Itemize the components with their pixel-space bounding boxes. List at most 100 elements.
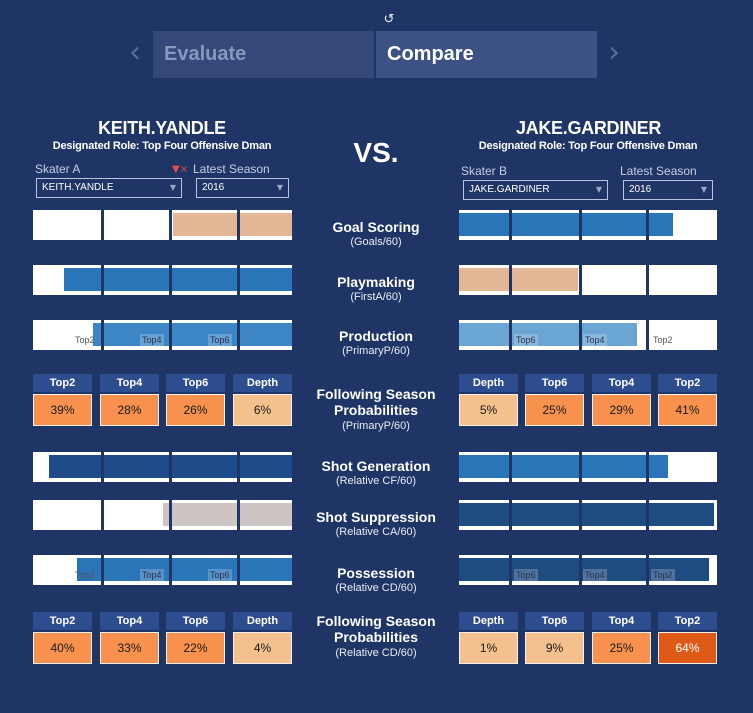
threshold-marker	[101, 320, 104, 350]
metric-subtitle: (Relative CD/60)	[335, 582, 417, 594]
threshold-marker	[101, 265, 104, 295]
prob-header: Depth	[233, 612, 292, 630]
prob-cell: 6%	[233, 394, 292, 426]
season-a-select[interactable]: 2016 ▼	[196, 178, 289, 198]
skater-a-label: Skater A	[35, 162, 81, 176]
right-bar-fill	[459, 455, 668, 478]
left-metric-bar: Top2 Top4 Top6	[33, 555, 292, 585]
prob-header: Top4	[100, 374, 159, 392]
metric-title: Goal Scoring	[332, 219, 420, 235]
skater-b-select[interactable]: JAKE.GARDINER ▼	[463, 180, 608, 200]
left-bar-fill	[93, 323, 292, 346]
left-bar-fill	[64, 268, 292, 291]
metric-subtitle: (PrimaryP/60)	[342, 345, 410, 357]
right-bar-fill	[459, 213, 673, 236]
tier-tick-label: Top4	[140, 569, 164, 581]
filter-clear-icon[interactable]: ▼×	[172, 164, 189, 175]
prob-header: Depth	[233, 374, 292, 392]
threshold-marker	[646, 265, 649, 295]
prob-header: Top4	[592, 374, 651, 392]
right-metric-bar	[459, 500, 717, 530]
threshold-marker	[646, 452, 649, 482]
threshold-marker	[646, 555, 649, 585]
tier-tick-label: Top6	[514, 334, 538, 346]
threshold-marker	[579, 500, 582, 530]
threshold-marker	[646, 320, 649, 350]
right-bar-fill	[459, 323, 637, 346]
chevron-left-icon[interactable]: ‹	[129, 35, 141, 70]
skater-b-value: JAKE.GARDINER	[469, 184, 550, 195]
right-metric-bar	[459, 210, 717, 240]
tier-tick-label: Top4	[583, 569, 607, 581]
left-metric-bar	[33, 265, 292, 295]
skater-b-label: Skater B	[461, 164, 508, 178]
prob-header: Top2	[658, 612, 717, 630]
tier-tick-label: Top6	[514, 569, 538, 581]
tier-tick-label: Top4	[583, 334, 607, 346]
threshold-marker	[169, 500, 172, 530]
threshold-marker	[237, 265, 240, 295]
player-b-role: Designated Role: Top Four Offensive Dman	[478, 140, 698, 152]
skater-a-value: KEITH.YANDLE	[42, 182, 114, 193]
chevron-right-icon[interactable]: ›	[608, 35, 620, 70]
tier-tick-label: Top2	[651, 569, 675, 581]
prob-header: Top6	[166, 374, 225, 392]
left-metric-bar	[33, 210, 292, 240]
tab-evaluate[interactable]: Evaluate	[153, 31, 374, 78]
threshold-marker	[509, 265, 512, 295]
threshold-marker	[509, 320, 512, 350]
right-metric-bar: Top6 Top4 Top2	[459, 320, 717, 350]
metric-title: Shot Generation	[321, 458, 431, 474]
threshold-marker	[509, 500, 512, 530]
prob-cell: 29%	[592, 394, 651, 426]
left-metric-bar	[33, 500, 292, 530]
prob-header: Top4	[592, 612, 651, 630]
left-metric-bar	[33, 452, 292, 482]
prob-cell: 39%	[33, 394, 92, 426]
metric-subtitle: (Relative CF/60)	[335, 475, 417, 487]
skater-a-select[interactable]: KEITH.YANDLE ▼	[36, 178, 182, 198]
prob-header: Top2	[33, 612, 92, 630]
left-bar-fill	[163, 503, 292, 526]
threshold-marker	[579, 452, 582, 482]
threshold-marker	[646, 500, 649, 530]
chevron-down-icon: ▼	[595, 185, 602, 194]
metric-subtitle: (Relative CD/60)	[335, 647, 417, 659]
tab-compare[interactable]: Compare	[376, 31, 597, 78]
season-b-label: Latest Season	[620, 164, 697, 178]
season-b-select[interactable]: 2016 ▼	[623, 180, 713, 200]
chevron-down-icon: ▼	[169, 183, 176, 192]
threshold-marker	[101, 500, 104, 530]
chevron-down-icon: ▼	[276, 183, 283, 192]
left-bar-fill	[173, 213, 292, 236]
prob-header: Top6	[525, 374, 584, 392]
metric-title: Following Season Probabilities	[316, 386, 436, 418]
threshold-marker	[169, 265, 172, 295]
right-metric-bar: Top6 Top4 Top2	[459, 555, 717, 585]
prob-cell: 26%	[166, 394, 225, 426]
season-a-label: Latest Season	[193, 162, 270, 176]
player-a-name: KEITH.YANDLE	[98, 118, 226, 138]
threshold-marker	[509, 452, 512, 482]
metric-title: Following Season Probabilities	[316, 613, 436, 645]
metric-title: Playmaking	[337, 274, 415, 290]
metric-subtitle: (Relative CA/60)	[335, 526, 417, 538]
prob-cell: 5%	[459, 394, 518, 426]
threshold-marker	[101, 210, 104, 240]
prob-header: Depth	[459, 374, 518, 392]
prob-cell: 33%	[100, 632, 159, 664]
tier-tick-label: Top6	[208, 334, 232, 346]
undo-icon[interactable]: ↺	[383, 12, 395, 27]
right-bar-fill	[459, 503, 714, 526]
metric-title: Possession	[337, 565, 415, 581]
tier-tick-label: Top4	[140, 334, 164, 346]
metric-subtitle: (FirstA/60)	[350, 291, 402, 303]
prob-header: Top6	[166, 612, 225, 630]
threshold-marker	[237, 210, 240, 240]
left-bar-fill	[77, 558, 292, 581]
tier-tick-label: Top2	[75, 570, 95, 580]
prob-header: Top6	[525, 612, 584, 630]
prob-cell: 41%	[658, 394, 717, 426]
prob-cell: 64%	[658, 632, 717, 664]
season-b-value: 2016	[629, 184, 652, 195]
